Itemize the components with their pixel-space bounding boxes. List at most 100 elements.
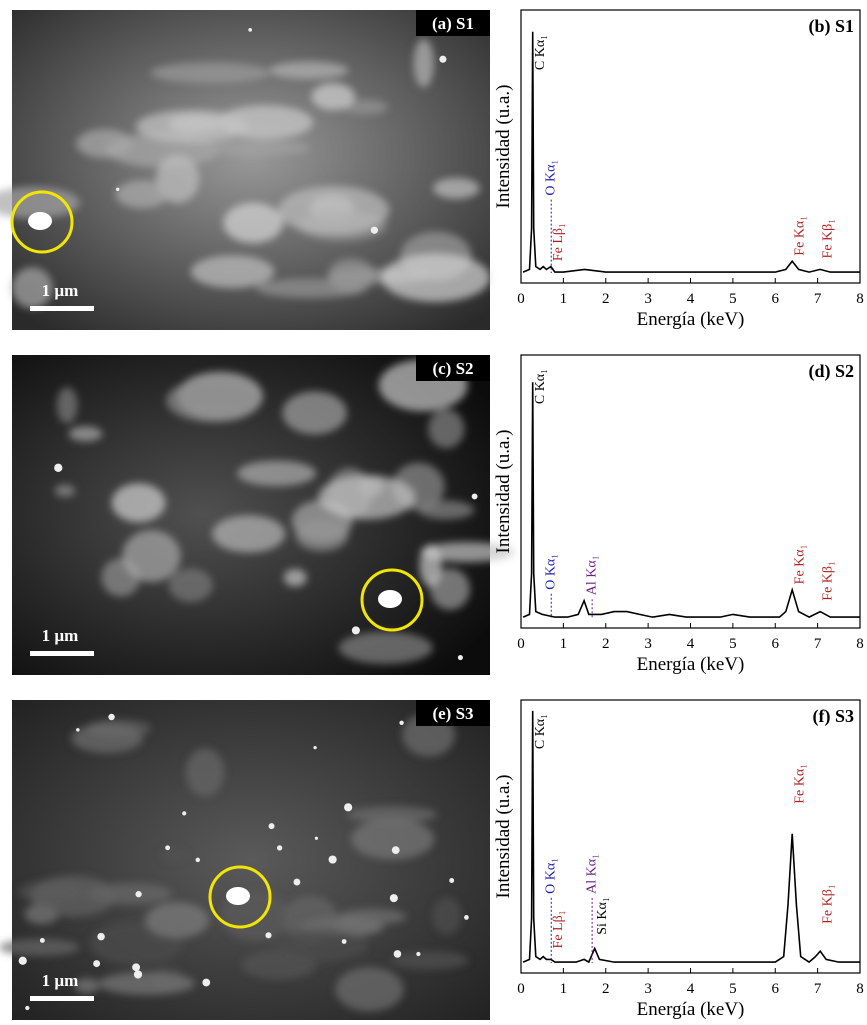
texture-blob [433, 178, 480, 199]
particle [472, 493, 478, 499]
scale-bar [30, 996, 94, 1001]
peak-label: Fe Kα₁ [792, 764, 807, 804]
texture-blob [339, 909, 407, 925]
panel-title: (d) S2 [808, 361, 854, 382]
particle [135, 891, 141, 897]
x-tick-label: 7 [814, 291, 822, 307]
texture-blob [69, 426, 103, 441]
texture-blob [382, 254, 491, 302]
x-tick-label: 7 [814, 636, 822, 652]
x-tick-label: 4 [687, 981, 695, 997]
texture-blob [199, 141, 310, 155]
scale-label: 1 µm [42, 626, 79, 645]
particle [40, 938, 45, 943]
peak-label: Al Kα₁ [584, 555, 599, 595]
texture-blob [161, 848, 185, 862]
texture-blob [269, 62, 348, 80]
particle [344, 803, 352, 811]
texture-blob [391, 951, 469, 969]
peak-label: Fe Kβ₁ [820, 219, 835, 259]
x-tick-label: 5 [729, 981, 737, 997]
x-axis-title: Energía (keV) [637, 654, 745, 675]
x-tick-label: 0 [517, 291, 525, 307]
particle [313, 746, 316, 749]
x-tick-label: 1 [560, 981, 568, 997]
texture-blob [256, 278, 366, 298]
x-tick-label: 3 [644, 291, 652, 307]
particle [116, 188, 119, 191]
particle [342, 939, 347, 944]
particle [439, 56, 446, 63]
texture-blob [76, 129, 132, 158]
peak-label: Si Kα₁ [595, 897, 610, 935]
texture-blob [0, 939, 79, 956]
texture-blob [420, 544, 442, 586]
texture-blob [136, 110, 248, 143]
peak-label: C Kα₁ [533, 35, 548, 70]
x-tick-label: 4 [687, 636, 695, 652]
texture-blob [237, 461, 316, 486]
texture-blob [311, 83, 355, 110]
peak-label: Fe Kα₁ [792, 544, 807, 584]
peak-label: Fe Lβ₁ [551, 910, 566, 948]
texture-blob [98, 972, 195, 995]
x-tick-label: 6 [772, 291, 780, 307]
texture-blob [150, 63, 270, 84]
texture-blob [112, 483, 166, 522]
image-label: (c) S2 [432, 359, 473, 378]
peak-label: C Kα₁ [533, 714, 548, 749]
particle [371, 227, 378, 234]
x-tick-label: 2 [602, 981, 610, 997]
particle-bright [28, 212, 52, 230]
peak-label: Al Kα₁ [584, 854, 599, 894]
texture-blob [191, 255, 274, 288]
x-tick-label: 3 [644, 636, 652, 652]
spectrum-line [523, 32, 860, 272]
particle [202, 979, 210, 987]
texture-blob [212, 515, 285, 552]
particle [134, 970, 142, 978]
x-tick-label: 7 [814, 981, 822, 997]
sem-image: (c) S2 1 µm [12, 355, 514, 675]
texture-blob [274, 929, 368, 961]
figure: (a) S11 µm(c) S21 µm(e) S31 µm012345678E… [0, 0, 867, 1025]
particle [97, 933, 105, 941]
texture-blob [169, 568, 213, 602]
x-tick-label: 4 [687, 291, 695, 307]
texture-blob [432, 897, 461, 934]
texture-blob [57, 387, 78, 423]
x-tick-label: 8 [856, 636, 864, 652]
particle [390, 894, 398, 902]
y-axis-title: Intensidad (u.a.) [493, 775, 514, 899]
plot-frame [521, 700, 860, 973]
spectrum-line [523, 711, 860, 962]
texture-blob [351, 818, 434, 859]
peak-label: Fe Kα₁ [792, 216, 807, 256]
particle [25, 1006, 29, 1010]
texture-blob [414, 39, 434, 88]
particle [458, 655, 463, 660]
particle [108, 714, 114, 720]
x-tick-label: 1 [560, 291, 568, 307]
particle [54, 464, 62, 472]
particle [248, 28, 252, 32]
x-axis-title: Energía (keV) [637, 309, 745, 330]
texture-blob [55, 485, 75, 497]
peak-label: O Kα₁ [543, 554, 558, 590]
peak-label: O Kα₁ [543, 160, 558, 196]
spectrum-line [523, 382, 860, 617]
texture-blob [318, 475, 415, 519]
x-tick-label: 3 [644, 981, 652, 997]
x-tick-label: 2 [602, 636, 610, 652]
sem-image: (a) S11 µm [0, 10, 490, 330]
x-tick-label: 8 [856, 291, 864, 307]
particle [277, 845, 282, 850]
texture-blob [335, 967, 403, 1011]
x-tick-label: 2 [602, 291, 610, 307]
texture-blob [186, 749, 225, 797]
scale-bar [30, 306, 94, 311]
x-tick-label: 8 [856, 981, 864, 997]
peak-label: O Kα₁ [543, 858, 558, 894]
particle [132, 963, 140, 971]
particle [315, 837, 318, 840]
